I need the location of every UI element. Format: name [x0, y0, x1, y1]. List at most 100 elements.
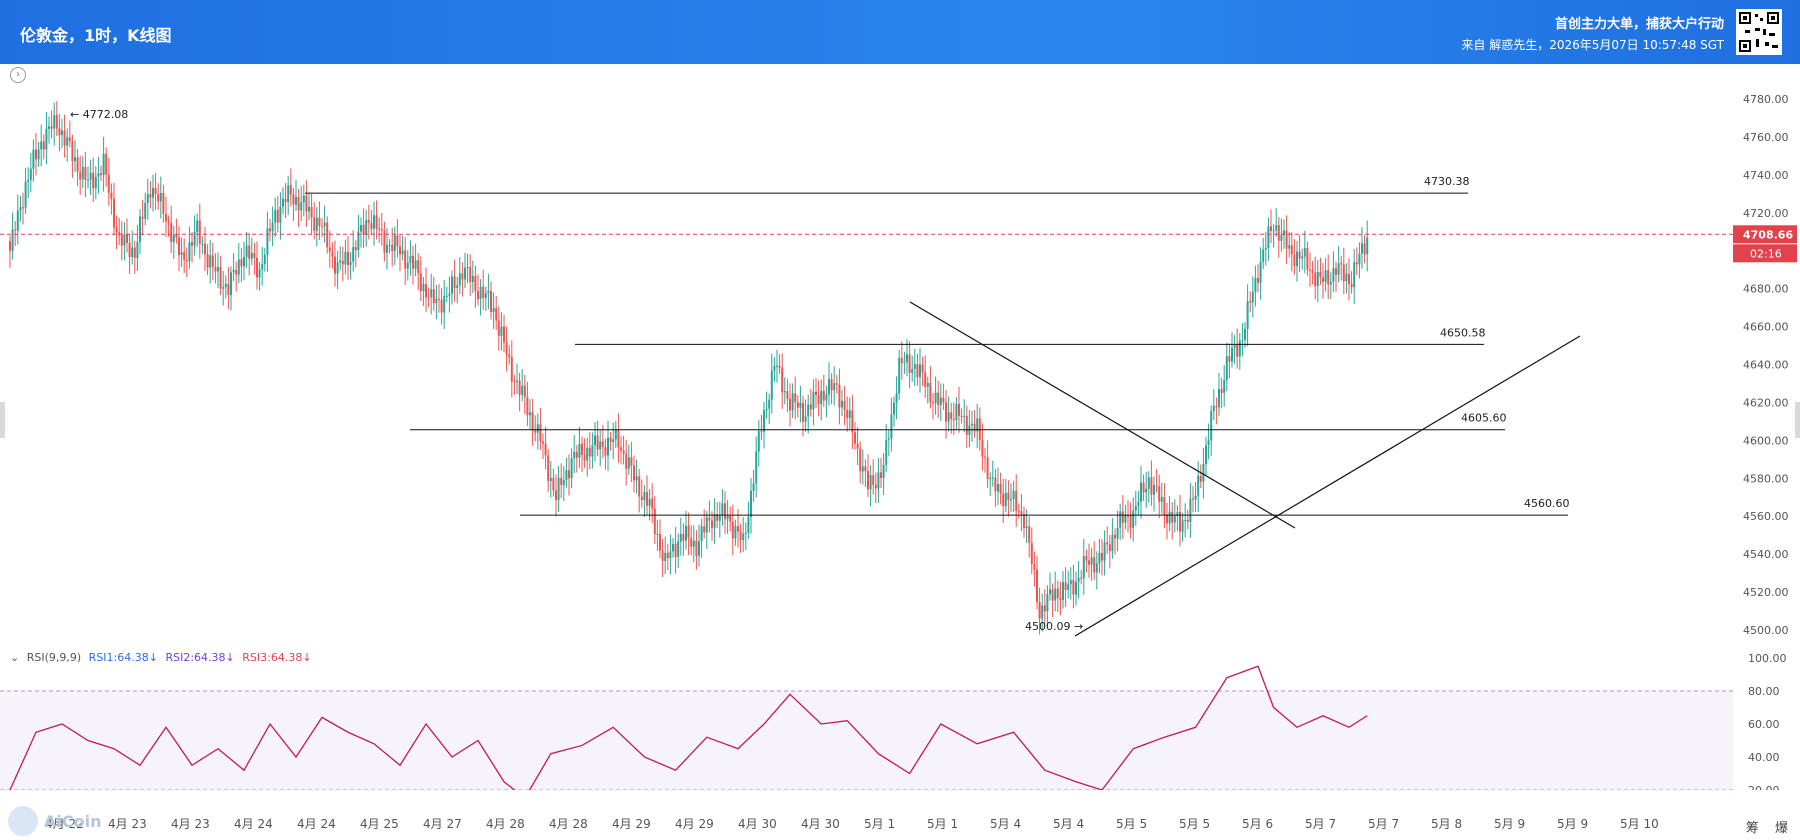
- candle-body: [588, 447, 591, 457]
- candle-body: [534, 430, 537, 433]
- candle-body: [71, 141, 74, 162]
- candle-body: [828, 379, 830, 395]
- x-tick-label: 5月 10: [1620, 817, 1659, 831]
- candle-body: [1147, 477, 1150, 489]
- candle-body: [880, 472, 882, 478]
- candle-body: [989, 478, 992, 480]
- candle-body: [375, 215, 378, 229]
- candle-body: [458, 273, 461, 286]
- candle-body: [266, 228, 269, 255]
- candle-body: [287, 185, 290, 203]
- chart-title: 伦敦金，1时，K线图: [20, 26, 172, 45]
- candle-body: [445, 295, 448, 297]
- candle-body: [167, 221, 170, 223]
- candle-body: [321, 226, 323, 228]
- candle-body: [1342, 264, 1345, 282]
- candle-body: [1192, 498, 1194, 500]
- candle-body: [1116, 527, 1119, 539]
- candle-body: [1012, 490, 1015, 500]
- x-tick-label: 5月 1: [864, 817, 895, 831]
- candle-body: [1010, 499, 1012, 501]
- candle-body: [1095, 563, 1098, 573]
- candle-body: [495, 308, 498, 321]
- candle-body: [965, 415, 968, 435]
- candle-body: [211, 255, 214, 268]
- candle-body: [1348, 273, 1350, 285]
- candle-body: [1082, 556, 1085, 579]
- candle-body: [1184, 519, 1187, 521]
- rsi-label[interactable]: RSI(9,9,9): [26, 651, 82, 664]
- candle-body: [776, 365, 778, 367]
- candle-body: [50, 126, 53, 129]
- candle-body: [916, 364, 919, 378]
- candle-body: [1030, 542, 1033, 564]
- candle-body: [547, 455, 550, 481]
- collapse-toggle-icon[interactable]: ›: [10, 67, 26, 83]
- promo-slogan[interactable]: 首创主力大单，捕获大户行动: [1554, 17, 1724, 32]
- rsi-tick-label: 60.00: [1748, 718, 1780, 731]
- candle-body: [620, 447, 622, 451]
- candle-body: [453, 276, 456, 288]
- candle-body: [380, 229, 383, 231]
- candle-body: [510, 357, 513, 382]
- candle-body: [417, 260, 420, 274]
- candle-body: [105, 153, 108, 175]
- y-tick-label: 4620.00: [1743, 396, 1789, 409]
- candle-body: [201, 243, 204, 245]
- candle-body: [877, 472, 880, 489]
- candle-body: [1311, 270, 1314, 273]
- right-panel-handle[interactable]: [1795, 402, 1800, 438]
- candle-body: [893, 402, 895, 415]
- candle-body: [323, 222, 326, 227]
- candle-body: [373, 215, 375, 229]
- candle-body: [1064, 582, 1067, 590]
- candle-body: [846, 409, 849, 418]
- candle-body: [838, 384, 841, 408]
- candle-body: [1062, 582, 1064, 600]
- candle-body: [986, 457, 989, 479]
- candle-body: [326, 222, 329, 248]
- candle-body: [500, 326, 503, 336]
- candle-body: [42, 141, 45, 150]
- candle-body: [1270, 226, 1272, 231]
- candle-body: [594, 435, 596, 446]
- candle-body: [1041, 605, 1044, 619]
- candle-body: [1350, 284, 1353, 288]
- candle-body: [1290, 245, 1293, 255]
- candle-body: [614, 429, 617, 440]
- candle-body: [778, 365, 781, 368]
- candle-body: [908, 354, 911, 373]
- candle-body: [929, 382, 932, 403]
- candle-body: [1257, 278, 1259, 283]
- left-panel-handle[interactable]: [0, 402, 5, 438]
- candle-body: [193, 231, 196, 246]
- candle-body: [1004, 492, 1007, 507]
- candle-body: [328, 247, 331, 252]
- candle-body: [232, 269, 235, 273]
- candle-body: [703, 526, 706, 533]
- candle-body: [289, 185, 292, 195]
- candle-body: [367, 220, 370, 223]
- candle-body: [469, 267, 472, 282]
- candle-body: [1163, 497, 1166, 516]
- candle-body: [783, 391, 786, 393]
- y-tick-label: 4720.00: [1743, 207, 1789, 220]
- candle-body: [217, 267, 219, 272]
- candle-body: [843, 400, 846, 410]
- candle-body: [796, 402, 799, 408]
- countdown-badge: [1733, 244, 1797, 263]
- candle-body: [812, 391, 815, 410]
- candle-body: [679, 534, 682, 542]
- x-tick-label: 4月 28: [486, 817, 525, 831]
- candle-body: [729, 515, 732, 522]
- side-tool-label[interactable]: 筹 爆: [1745, 821, 1794, 836]
- candle-body: [630, 457, 633, 466]
- candle-body: [568, 470, 570, 479]
- candle-body: [799, 402, 802, 408]
- candle-body: [617, 429, 620, 448]
- candle-body: [549, 477, 552, 481]
- candle-body: [360, 225, 362, 232]
- candle-body: [763, 410, 765, 432]
- level-label: 4730.38: [1424, 175, 1470, 188]
- rsi-collapse-icon[interactable]: ⌄: [10, 651, 20, 664]
